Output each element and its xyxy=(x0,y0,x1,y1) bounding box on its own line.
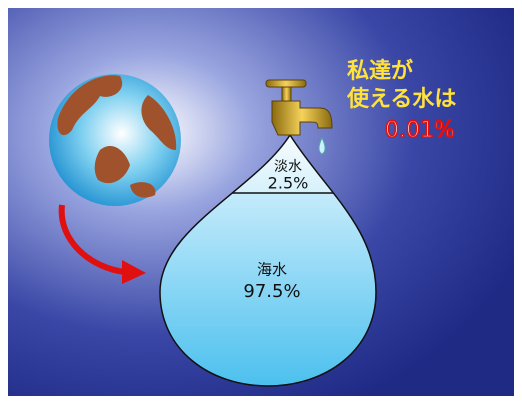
callout-line: 私達が xyxy=(347,58,413,84)
callout-line: 使える水は xyxy=(346,87,456,112)
fresh-share: 2.5% xyxy=(268,174,309,193)
sea-label: 海水 xyxy=(257,261,287,279)
globe xyxy=(49,74,181,206)
arrow-head xyxy=(122,260,146,284)
sea-share: 97.5% xyxy=(243,281,300,302)
callout-amount: 0.01% xyxy=(385,118,455,143)
faucet xyxy=(265,79,333,155)
arrow xyxy=(58,204,126,275)
fresh-label: 淡水 xyxy=(274,159,302,175)
